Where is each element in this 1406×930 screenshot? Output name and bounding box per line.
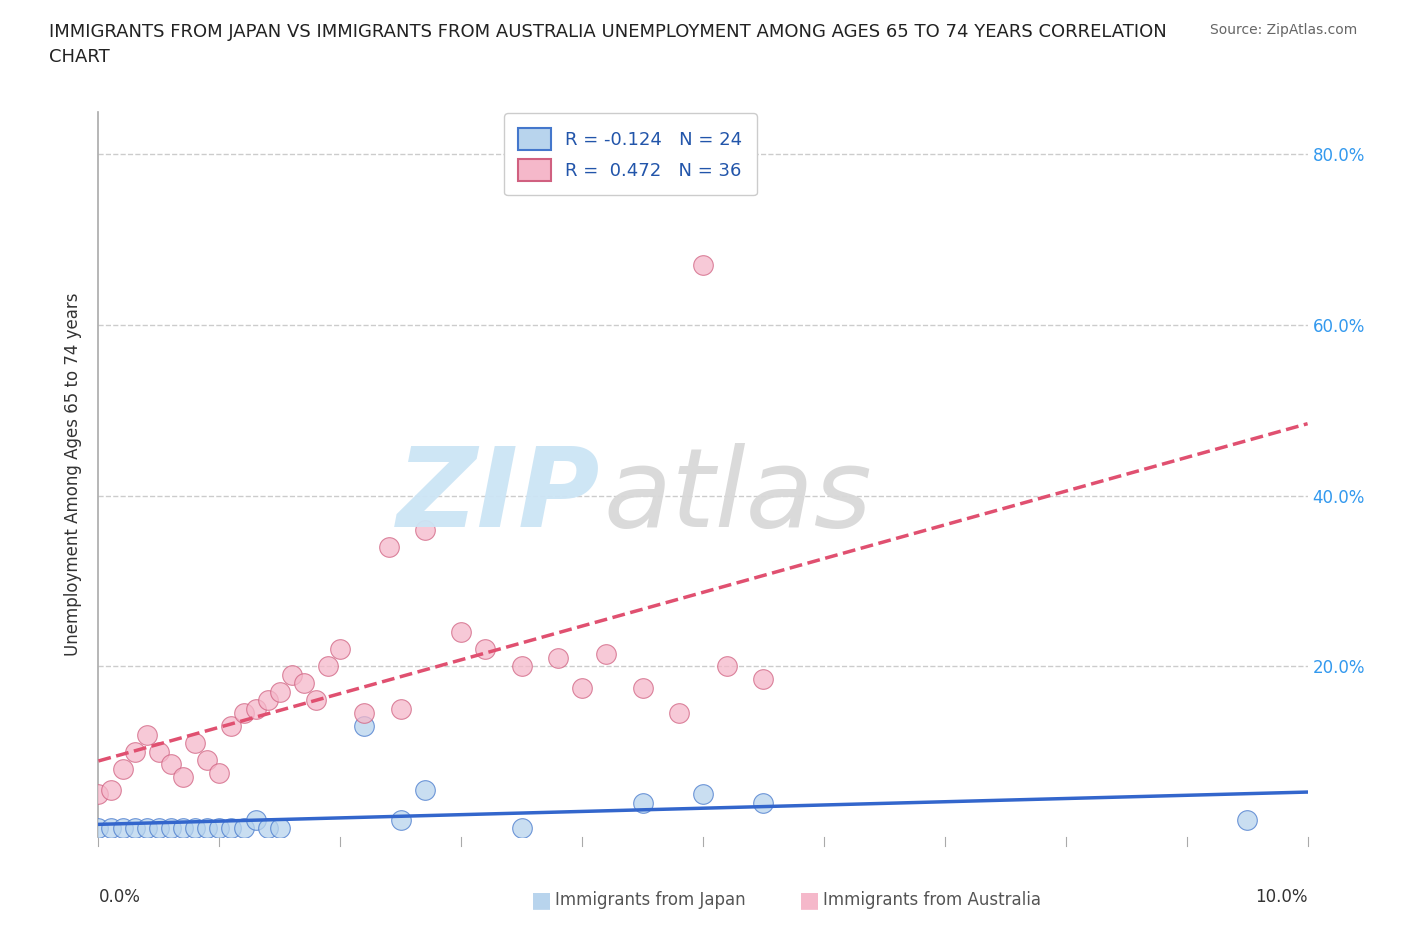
Point — [232, 706, 254, 721]
Point — [160, 757, 183, 772]
Point — [148, 744, 170, 759]
Point — [668, 706, 690, 721]
Point — [221, 821, 243, 836]
Point — [595, 646, 617, 661]
Point — [100, 783, 122, 798]
Text: 0.0%: 0.0% — [98, 888, 141, 906]
Point — [547, 650, 569, 665]
Point — [450, 625, 472, 640]
Point — [232, 821, 254, 836]
Point — [692, 787, 714, 802]
Point — [353, 706, 375, 721]
Point — [111, 821, 134, 836]
Point — [353, 719, 375, 734]
Text: Immigrants from Australia: Immigrants from Australia — [823, 891, 1040, 910]
Point — [245, 813, 267, 828]
Point — [389, 813, 412, 828]
Text: 10.0%: 10.0% — [1256, 888, 1308, 906]
Point — [269, 821, 291, 836]
Point — [195, 752, 218, 767]
Point — [716, 658, 738, 673]
Text: ■: ■ — [531, 890, 553, 910]
Point — [631, 680, 654, 695]
Point — [245, 701, 267, 716]
Point — [281, 668, 304, 683]
Text: CHART: CHART — [49, 48, 110, 66]
Point — [692, 258, 714, 272]
Y-axis label: Unemployment Among Ages 65 to 74 years: Unemployment Among Ages 65 to 74 years — [65, 293, 83, 656]
Point — [413, 523, 436, 538]
Point — [389, 701, 412, 716]
Text: ■: ■ — [799, 890, 820, 910]
Point — [474, 642, 496, 657]
Point — [305, 693, 328, 708]
Point — [87, 787, 110, 802]
Point — [510, 821, 533, 836]
Point — [571, 680, 593, 695]
Point — [148, 821, 170, 836]
Point — [160, 821, 183, 836]
Point — [135, 821, 157, 836]
Point — [100, 821, 122, 836]
Point — [172, 821, 194, 836]
Point — [124, 821, 146, 836]
Point — [172, 770, 194, 785]
Point — [377, 539, 399, 554]
Point — [208, 821, 231, 836]
Point — [510, 658, 533, 673]
Text: IMMIGRANTS FROM JAPAN VS IMMIGRANTS FROM AUSTRALIA UNEMPLOYMENT AMONG AGES 65 TO: IMMIGRANTS FROM JAPAN VS IMMIGRANTS FROM… — [49, 23, 1167, 41]
Text: ZIP: ZIP — [396, 443, 600, 550]
Point — [221, 719, 243, 734]
Text: Immigrants from Japan: Immigrants from Japan — [555, 891, 747, 910]
Point — [752, 795, 775, 810]
Point — [329, 642, 352, 657]
Point — [208, 765, 231, 780]
Legend: R = -0.124   N = 24, R =  0.472   N = 36: R = -0.124 N = 24, R = 0.472 N = 36 — [503, 113, 756, 195]
Point — [413, 783, 436, 798]
Point — [135, 727, 157, 742]
Point — [184, 736, 207, 751]
Point — [256, 821, 278, 836]
Point — [631, 795, 654, 810]
Point — [87, 821, 110, 836]
Point — [111, 762, 134, 777]
Text: atlas: atlas — [603, 443, 873, 550]
Point — [195, 821, 218, 836]
Point — [316, 658, 339, 673]
Point — [184, 821, 207, 836]
Point — [1236, 813, 1258, 828]
Point — [269, 684, 291, 699]
Point — [752, 671, 775, 686]
Point — [256, 693, 278, 708]
Text: Source: ZipAtlas.com: Source: ZipAtlas.com — [1209, 23, 1357, 37]
Point — [124, 744, 146, 759]
Point — [292, 676, 315, 691]
